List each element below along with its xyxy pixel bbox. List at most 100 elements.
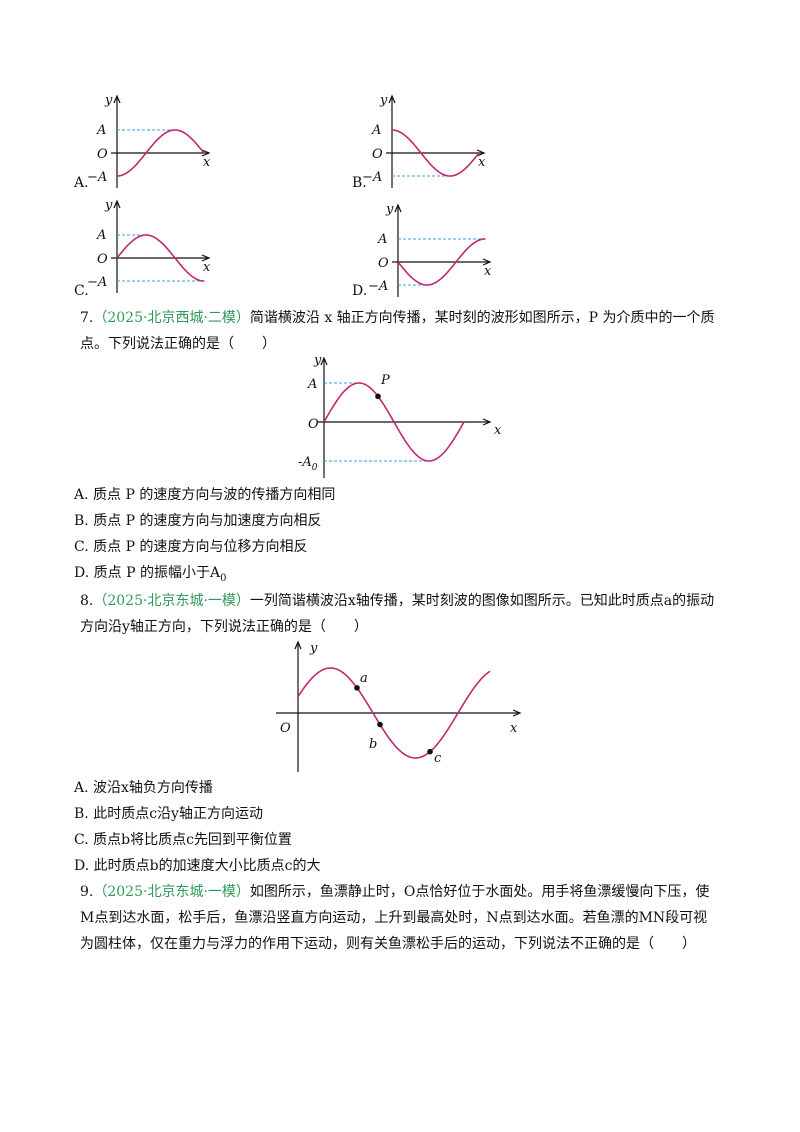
stem: 一列简谐横波沿x轴传播，某时刻波的图像如图所示。已知此时质点a的振动方向沿y轴正… — [80, 593, 715, 635]
arrow — [294, 640, 302, 650]
option-letter: B. — [74, 806, 89, 822]
point-label: c — [434, 751, 442, 766]
option: A. 质点 P 的速度方向与波的传播方向相同 — [74, 482, 335, 508]
option-text: 此时质点b的加速度大小比质点c的大 — [93, 858, 321, 874]
option-letter: A. — [74, 487, 89, 503]
axis-label: O — [308, 417, 319, 432]
wave-graph: yAO −A x — [368, 202, 492, 297]
axis-label: y — [385, 202, 394, 217]
wave-curve — [323, 382, 465, 462]
option-letter: C. — [74, 539, 89, 555]
axis-label: x — [203, 155, 211, 170]
source: （2025·北京东城·一模） — [93, 884, 250, 900]
arrow — [388, 94, 396, 104]
axis-label: A — [96, 123, 106, 138]
axis-label: -A0 — [298, 455, 318, 473]
question-number: 9. — [80, 884, 94, 900]
question: 9.（2025·北京东城·一模）如图所示，鱼漂静止时，O点恰好位于水面处。用手将… — [80, 879, 720, 957]
wave-graph: yAO −A x — [87, 198, 211, 293]
option-letter: B. — [352, 175, 367, 191]
point — [354, 685, 360, 691]
wave-graph: yAO −A x — [87, 93, 211, 188]
point-label: a — [360, 671, 368, 686]
option: C. 质点b将比质点c先回到平衡位置 — [74, 827, 292, 853]
option-text: 质点 P 的速度方向与位移方向相反 — [93, 539, 308, 555]
wave-curve — [297, 667, 491, 759]
question-number: 7. — [80, 310, 94, 326]
option-sub: 0 — [220, 572, 227, 584]
label-sub: 0 — [312, 463, 318, 473]
arrow — [113, 199, 121, 209]
axis-label: −A — [362, 170, 382, 185]
option: A. 波沿x轴负方向传播 — [74, 775, 213, 801]
arrow — [482, 418, 492, 426]
arrow — [394, 203, 402, 213]
axis-label: y — [104, 93, 113, 108]
axis-label: x — [510, 721, 518, 736]
option-letter: B. — [74, 513, 89, 529]
arrow — [482, 258, 492, 266]
axis-label: −A — [87, 170, 107, 185]
axis-label: O — [97, 147, 108, 162]
axis-label: y — [309, 641, 318, 656]
axis-label: A — [377, 232, 387, 247]
label-main: -A — [298, 455, 312, 470]
point-label: b — [369, 737, 377, 752]
axis-label: y — [104, 198, 113, 213]
option-text: 质点b将比质点c先回到平衡位置 — [93, 832, 292, 848]
option-letter: D. — [352, 283, 368, 299]
option: B. 质点 P 的速度方向与加速度方向相反 — [74, 508, 322, 534]
arrow — [201, 254, 211, 262]
option-letter: D. — [74, 565, 90, 581]
arrow — [476, 149, 486, 157]
point — [427, 748, 433, 755]
axis-label: −A — [368, 279, 388, 294]
option-letter: C. — [74, 832, 89, 848]
axis-label: O — [372, 147, 383, 162]
axis-label: y — [379, 93, 388, 108]
option-text: 质点 P 的振幅小于A — [93, 565, 221, 581]
wave-graph: yAO −A x — [362, 93, 486, 188]
arrow — [320, 356, 328, 366]
arrow — [201, 149, 211, 157]
axis-label: A — [307, 377, 317, 392]
option: D. 此时质点b的加速度大小比质点c的大 — [74, 853, 320, 879]
wave-curve — [117, 129, 205, 177]
option: D. 质点 P 的振幅小于A0 — [74, 560, 226, 592]
wave-figure: y A P O x -A0 — [298, 353, 502, 478]
question-number: 8. — [80, 593, 94, 609]
arrow — [113, 94, 121, 104]
stem: 如图所示，鱼漂静止时，O点恰好位于水面处。用手将鱼漂缓慢向下压，使M点到达水面，… — [80, 884, 710, 952]
point-label: P — [380, 373, 390, 388]
source: （2025·北京东城·一模） — [93, 593, 250, 609]
question: 7.（2025·北京西城·二模）简谐横波沿 x 轴正方向传播，某时刻的波形如图所… — [80, 305, 720, 357]
option: B. 此时质点c沿y轴正方向运动 — [74, 801, 263, 827]
option-text: 波沿x轴负方向传播 — [93, 780, 213, 796]
source: （2025·北京西城·二模） — [93, 310, 250, 326]
axis-label: x — [203, 260, 211, 275]
axis-label: A — [96, 228, 106, 243]
option-text: 此时质点c沿y轴正方向运动 — [93, 806, 263, 822]
point — [377, 721, 383, 728]
wave-curve — [116, 234, 204, 282]
stem: 简谐横波沿 x 轴正方向传播，某时刻的波形如图所示，P 为介质中的一个质点。下列… — [80, 310, 715, 352]
axis-label: O — [97, 252, 108, 267]
option-letter: D. — [74, 858, 90, 874]
option-letter: C. — [74, 283, 89, 299]
wave-curve — [397, 238, 485, 286]
option: C. 质点 P 的速度方向与位移方向相反 — [74, 534, 307, 560]
option-letter: A. — [74, 780, 89, 796]
axis-label: x — [478, 155, 486, 170]
axis-label: x — [484, 264, 492, 279]
axis-label: O — [378, 256, 389, 271]
wave-figure: y a O b c x — [276, 640, 522, 772]
option-text: 质点 P 的速度方向与加速度方向相反 — [93, 513, 322, 529]
axis-label: x — [494, 423, 502, 438]
point — [375, 393, 381, 400]
arrow — [512, 709, 522, 717]
axis-label: y — [313, 353, 322, 368]
axis-label: A — [371, 123, 381, 138]
axis-label: −A — [87, 275, 107, 290]
wave-curve — [392, 129, 480, 177]
